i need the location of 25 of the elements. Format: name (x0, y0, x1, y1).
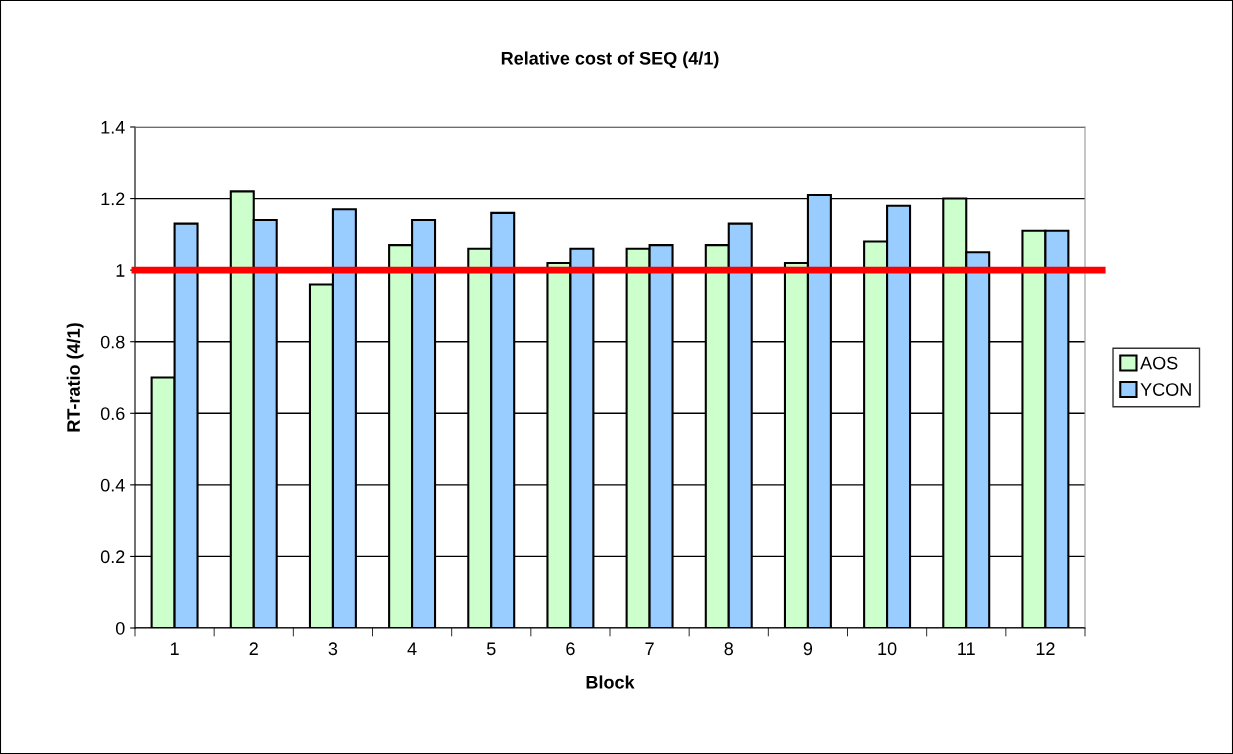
chart-title: Relative cost of SEQ (4/1) (501, 51, 719, 69)
x-tick-label: 7 (645, 642, 654, 655)
y-tick-label: 0.8 (100, 335, 125, 349)
y-tick-label: 0 (115, 621, 125, 635)
x-tick-label: 2 (249, 642, 258, 655)
y-tick-label: 1.4 (101, 121, 125, 134)
x-tick-label: 11 (958, 642, 975, 655)
y-tick-label: 1.2 (101, 192, 125, 206)
x-tick-label: 12 (1036, 642, 1055, 655)
x-tick-label: 5 (486, 642, 496, 656)
y-tick-label: 0.6 (100, 407, 125, 421)
y-tick-label: 0.2 (100, 550, 125, 564)
x-tick-label: 10 (878, 642, 897, 656)
x-tick-label: 1 (170, 642, 179, 655)
x-tick-label: 9 (803, 642, 813, 656)
legend-label: AOS (1140, 356, 1178, 370)
x-axis-title: Block (586, 675, 635, 689)
y-tick-label: 0.4 (100, 478, 125, 492)
x-tick-label: 6 (566, 642, 575, 656)
x-tick-label: 8 (724, 642, 733, 656)
y-axis-title: RT-ratio (4/1) (66, 323, 84, 432)
x-tick-label: 4 (407, 642, 417, 655)
y-tick-label: 1 (116, 264, 125, 277)
x-tick-label: 3 (328, 642, 338, 656)
legend-label: YCON (1140, 383, 1191, 396)
